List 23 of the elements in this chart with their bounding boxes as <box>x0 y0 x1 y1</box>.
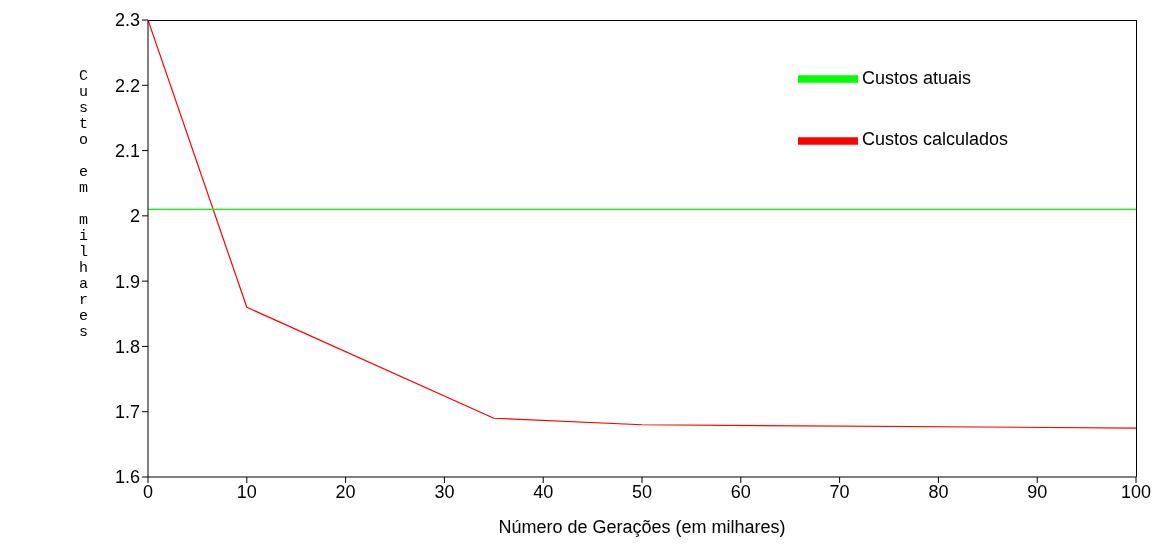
x-tick-label: 50 <box>631 481 653 502</box>
legend-label: Custos calculados <box>862 129 1009 150</box>
y-tick-label: 1.9 <box>114 271 140 292</box>
x-tick-label: 40 <box>533 481 554 502</box>
x-tick-label: 0 <box>142 481 154 502</box>
y-tick-label: 2.2 <box>114 75 140 96</box>
legend-label: Custos atuais <box>862 68 972 88</box>
x-tick-label: 90 <box>1027 481 1048 502</box>
y-tick-label: 1.6 <box>114 467 140 488</box>
y-tick-label: 2.3 <box>114 10 140 31</box>
y-tick-label: 1.8 <box>114 336 140 357</box>
x-tick-label: 100 <box>1120 481 1152 502</box>
x-tick-label: 70 <box>829 481 850 502</box>
x-tick-label: 80 <box>928 481 949 502</box>
y-tick-label: 2.1 <box>114 140 140 161</box>
x-tick-label: 60 <box>730 481 751 502</box>
y-tick-label: 2 <box>129 206 140 227</box>
y-axis-title: Custo em milhares <box>75 68 92 340</box>
x-axis-title: Número de Gerações (em milhares) <box>498 517 786 537</box>
y-tick-label: 1.7 <box>114 402 140 423</box>
x-tick-label: 20 <box>335 481 356 502</box>
x-tick-label: 30 <box>434 481 455 502</box>
x-tick-label: 10 <box>236 481 257 502</box>
